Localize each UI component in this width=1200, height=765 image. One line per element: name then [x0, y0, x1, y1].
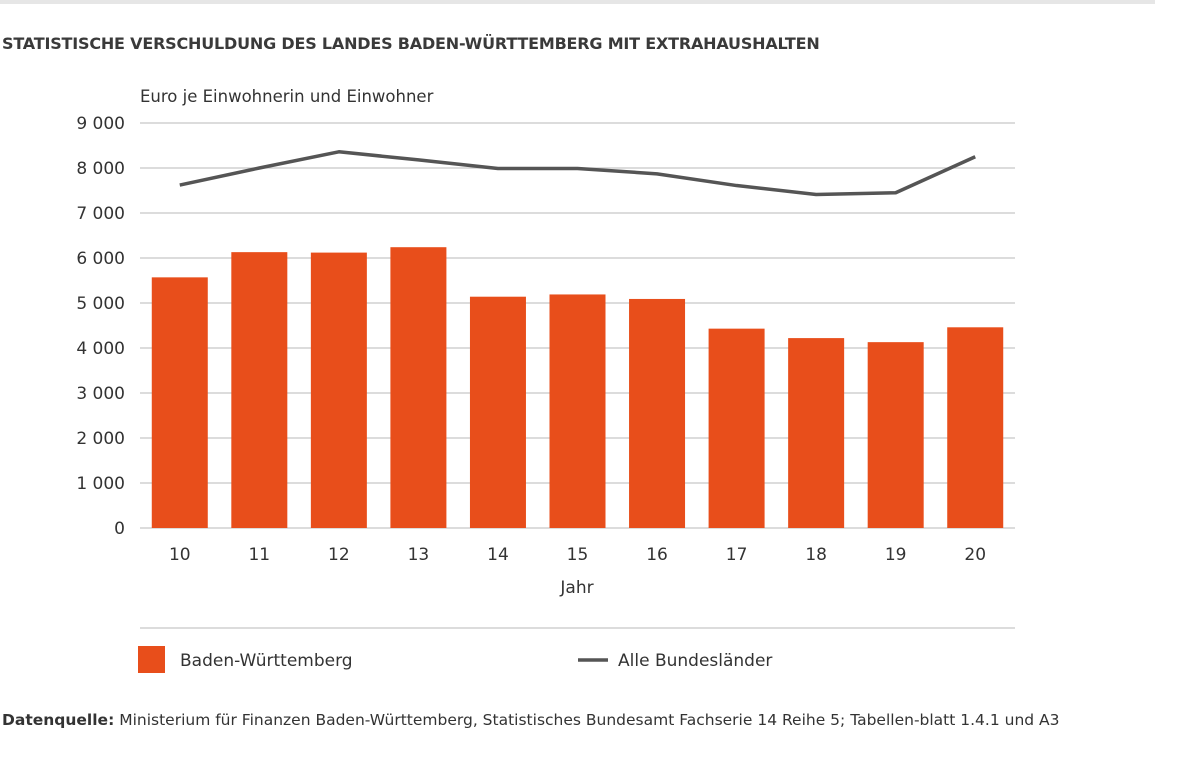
y-tick-label: 7 000	[76, 204, 125, 224]
y-tick-label: 0	[114, 519, 125, 539]
x-tick-label: 16	[646, 545, 668, 565]
x-tick-label: 18	[805, 545, 827, 565]
legend-label: Baden-Württemberg	[180, 651, 353, 671]
top-bar	[0, 0, 1155, 4]
bar-15	[549, 294, 606, 528]
x-tick-label: 20	[964, 545, 986, 565]
line-alle-bundeslaender	[179, 150, 976, 197]
source-label: Datenquelle:	[2, 711, 115, 729]
bar-14	[469, 296, 526, 528]
x-tick-label: 11	[248, 545, 270, 565]
x-tick-label: 10	[169, 545, 191, 565]
source-note: Datenquelle: Ministerium für Finanzen Ba…	[2, 707, 1152, 734]
bar-12	[310, 252, 367, 528]
y-tick-label: 2 000	[76, 429, 125, 449]
chart-title: STATISTISCHE VERSCHULDUNG DES LANDES BAD…	[2, 34, 820, 53]
y-tick-label: 5 000	[76, 294, 125, 314]
legend-bar-swatch	[138, 646, 165, 673]
x-tick-label: 13	[408, 545, 430, 565]
bar-10	[151, 277, 208, 528]
bar-17	[708, 328, 765, 528]
bar-18	[788, 338, 845, 528]
x-tick-label: 15	[567, 545, 589, 565]
bar-13	[390, 247, 447, 528]
bar-16	[629, 298, 686, 528]
x-tick-label: 14	[487, 545, 509, 565]
y-tick-label: 9 000	[76, 114, 125, 134]
legend-label: Alle Bundesländer	[618, 651, 772, 671]
y-tick-label: 1 000	[76, 474, 125, 494]
x-tick-label: 17	[726, 545, 748, 565]
y-tick-label: 3 000	[76, 384, 125, 404]
y-tick-label: 4 000	[76, 339, 125, 359]
y-tick-label: 8 000	[76, 159, 125, 179]
bar-19	[867, 342, 924, 528]
source-text: Ministerium für Finanzen Baden-Württembe…	[114, 711, 1060, 729]
bar-11	[231, 252, 288, 528]
x-tick-label: 12	[328, 545, 350, 565]
y-axis-label: Euro je Einwohnerin und Einwohner	[140, 87, 434, 106]
x-tick-label: 19	[885, 545, 907, 565]
y-tick-label: 6 000	[76, 249, 125, 269]
x-axis-label: Jahr	[559, 578, 593, 598]
bar-20	[947, 327, 1004, 528]
chart: Euro je Einwohnerin und Einwohner 0 1 000 2…	[76, 87, 1015, 673]
